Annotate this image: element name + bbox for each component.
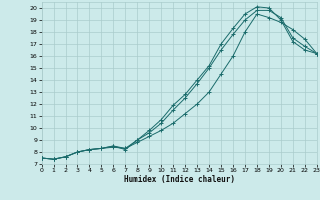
X-axis label: Humidex (Indice chaleur): Humidex (Indice chaleur) [124, 175, 235, 184]
